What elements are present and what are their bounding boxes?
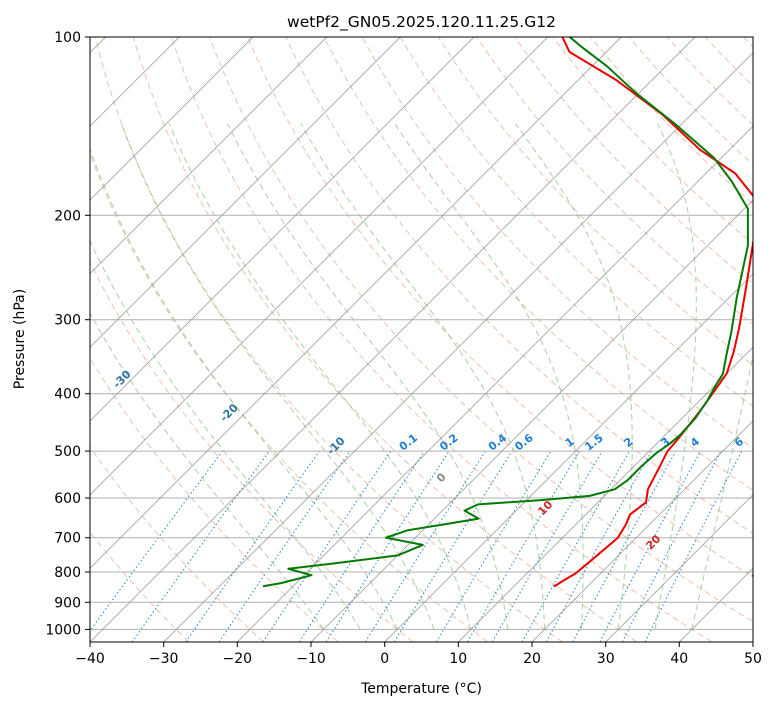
moist-adiabat-line (120, 123, 435, 630)
y-tick-label: 700 (54, 531, 81, 547)
y-tick-label: 500 (54, 444, 81, 460)
x-tick-label: 10 (449, 651, 467, 667)
mixing-ratio-line (393, 450, 513, 642)
moist-adiabat-line (654, 123, 697, 630)
plot-frame (89, 36, 754, 643)
dry-adiabat-line (209, 37, 753, 623)
moist-adiabat-line (90, 147, 398, 630)
dry-adiabat-line (90, 260, 414, 642)
pressure-gridlines (90, 37, 753, 630)
mixing-ratio-line (435, 450, 552, 642)
moist-adiabat-line (90, 311, 325, 630)
x-axis: −40 −30 −20 −10 0 10 20 30 40 50 (75, 642, 762, 667)
x-tick-label: 30 (597, 651, 615, 667)
x-axis-title: Temperature (°C) (360, 681, 482, 697)
isotherm-line (90, 37, 549, 496)
y-tick-label: 300 (54, 313, 81, 329)
moist-adiabat-line (227, 123, 509, 630)
plot-area: 0.10.20.40.611.52346810131620253036-100-… (90, 37, 769, 642)
moist-adiabat-line (691, 353, 753, 630)
x-tick-label: −10 (296, 651, 326, 667)
y-tick-label: 200 (54, 208, 81, 224)
dry-adiabat-line (247, 37, 753, 578)
mixing-ratio-line (491, 450, 603, 642)
mixing-ratio-line (218, 450, 351, 642)
isotherm-label: 30 (749, 564, 769, 584)
y-tick-label: 1000 (45, 622, 81, 638)
dry-adiabat-line (514, 37, 753, 285)
isotherms (90, 37, 753, 642)
mixing-ratio-line (131, 450, 270, 642)
moist-adiabat-line (515, 123, 633, 630)
mixing-ratio-line (521, 450, 630, 642)
y-axis-title: Pressure (hPa) (12, 289, 28, 389)
chart-title: wetPf2_GN05.2025.120.11.25.G12 (287, 13, 556, 32)
x-tick-label: 40 (670, 651, 688, 667)
x-tick-label: 50 (744, 651, 762, 667)
mixing-ratio-line (185, 450, 320, 642)
isotherm-line (90, 37, 475, 422)
moist-adiabat-line (394, 123, 584, 630)
mixing-ratio-line (90, 450, 223, 632)
moist-adiabats (90, 123, 753, 630)
mixing-ratio-line (572, 450, 677, 642)
y-axis: 1000 900 800 700 600 500 400 300 200 100 (45, 30, 90, 638)
y-tick-label: 600 (54, 491, 81, 507)
y-tick-label: 100 (54, 30, 81, 46)
dry-adiabat-line (628, 37, 753, 166)
dry-adiabat-line (399, 37, 753, 407)
dry-adiabat-line (132, 37, 638, 642)
dewpoint-profile-line (262, 37, 749, 588)
x-tick-label: 0 (380, 651, 389, 667)
x-tick-label: −30 (149, 651, 179, 667)
dry-adiabat-line (323, 37, 753, 491)
isotherm-line (90, 37, 328, 275)
isotherm-line (605, 494, 753, 642)
y-tick-label: 400 (54, 387, 81, 403)
profiles (262, 37, 753, 588)
moist-adiabat-line (300, 123, 546, 630)
dry-adiabat-line (476, 37, 753, 325)
isotherm-line (90, 37, 401, 348)
isotherm-line (310, 199, 753, 642)
isotherm-line (90, 37, 622, 569)
mixing-ratio-line (325, 450, 450, 642)
moist-adiabat-line (90, 239, 361, 630)
y-tick-label: 900 (54, 595, 81, 611)
isotherm-line (236, 125, 753, 642)
mixing-ratio-line (364, 450, 486, 642)
y-tick-label: 800 (54, 565, 81, 581)
isotherm-line (531, 420, 753, 642)
x-tick-label: 20 (523, 651, 541, 667)
isotherm-line (457, 346, 753, 642)
isotherm-line (90, 37, 696, 642)
mixing-ratio-line (467, 450, 580, 642)
x-tick-label: −40 (75, 651, 105, 667)
dry-adiabats (90, 37, 753, 642)
x-tick-label: −20 (223, 651, 253, 667)
dry-adiabat-line (90, 446, 264, 642)
isotherm-line (90, 37, 254, 201)
isotherm-line (384, 273, 753, 642)
isotherm-line (163, 52, 753, 642)
moist-adiabat-line (168, 123, 472, 630)
